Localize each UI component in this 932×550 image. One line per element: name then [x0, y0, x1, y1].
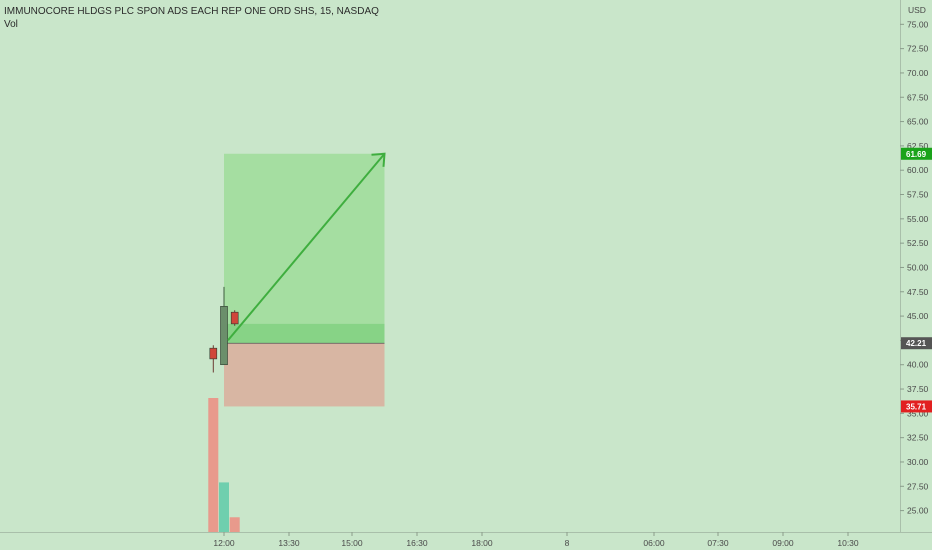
candle-body: [220, 306, 228, 366]
symbol-title: IMMUNOCORE HLDGS PLC SPON ADS EACH REP O…: [4, 6, 379, 17]
price-tick-label: 32.50: [907, 433, 929, 443]
volume-indicator-label: Vol: [4, 19, 18, 30]
volume-bar: [219, 482, 229, 532]
price-tag-label-last: 42.21: [906, 339, 927, 348]
price-tick-label: 75.00: [907, 19, 929, 29]
price-tag-last: [901, 337, 932, 350]
time-tick-label: 10:30: [837, 538, 859, 548]
time-tick-label: 07:30: [707, 538, 729, 548]
volume-bar: [229, 517, 240, 532]
price-tick-label: 25.00: [907, 506, 929, 516]
time-tick-label: 15:00: [341, 538, 363, 548]
price-tick-label: 50.00: [907, 262, 929, 272]
price-tag-label-target: 61.69: [906, 150, 927, 159]
price-tag-target: [901, 147, 932, 160]
price-tick-label: 65.00: [907, 117, 929, 127]
projection-arrow: [227, 153, 386, 341]
chart-legend: IMMUNOCORE HLDGS PLC SPON ADS EACH REP O…: [4, 5, 379, 31]
time-tick-label: 09:00: [772, 538, 794, 548]
price-tick-label: 40.00: [907, 360, 929, 370]
price-tick-label: 45.00: [907, 311, 929, 321]
price-tick-label: 37.50: [907, 384, 929, 394]
price-tick-label: 60.00: [907, 165, 929, 175]
candle-body: [209, 347, 218, 360]
price-tick-label: 47.50: [907, 287, 929, 297]
price-tick-label: 67.50: [907, 92, 929, 102]
price-tick-label: 57.50: [907, 190, 929, 200]
price-tick-label: 27.50: [907, 481, 929, 491]
time-tick-label: 8: [565, 538, 570, 548]
time-tick-label: 18:00: [471, 538, 493, 548]
price-tag-stop: [901, 400, 932, 413]
price-tag-label-stop: 35.71: [906, 402, 927, 411]
price-tick-label: 62.50: [907, 141, 929, 151]
currency-label: USD: [908, 5, 926, 15]
volume-bar: [208, 398, 219, 532]
price-tick-label: 72.50: [907, 44, 929, 54]
candle-body: [230, 311, 239, 325]
price-tick-label: 35.00: [907, 408, 929, 418]
time-tick-label: 16:30: [406, 538, 428, 548]
price-axis-panel: [900, 0, 932, 550]
price-tick-label: 55.00: [907, 214, 929, 224]
price-tick-label: 52.50: [907, 238, 929, 248]
price-tick-label: 70.00: [907, 68, 929, 78]
projection-arrow-head: [371, 152, 386, 167]
time-tick-label: 12:00: [213, 538, 235, 548]
stop-zone: [224, 343, 385, 407]
progress-band: [224, 323, 385, 344]
time-tick-label: 06:00: [643, 538, 665, 548]
time-tick-label: 13:30: [278, 538, 300, 548]
price-tick-label: 30.00: [907, 457, 929, 467]
